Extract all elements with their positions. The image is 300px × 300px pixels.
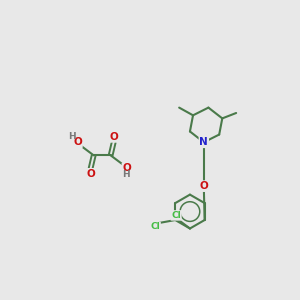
Text: O: O	[200, 181, 208, 191]
Text: O: O	[86, 169, 95, 179]
Text: H: H	[122, 170, 130, 179]
Text: O: O	[122, 164, 131, 173]
Text: N: N	[200, 137, 208, 147]
Text: O: O	[109, 132, 118, 142]
Text: H: H	[68, 132, 76, 141]
Text: Cl: Cl	[150, 223, 160, 232]
Text: Cl: Cl	[171, 211, 181, 220]
Text: O: O	[73, 137, 82, 147]
